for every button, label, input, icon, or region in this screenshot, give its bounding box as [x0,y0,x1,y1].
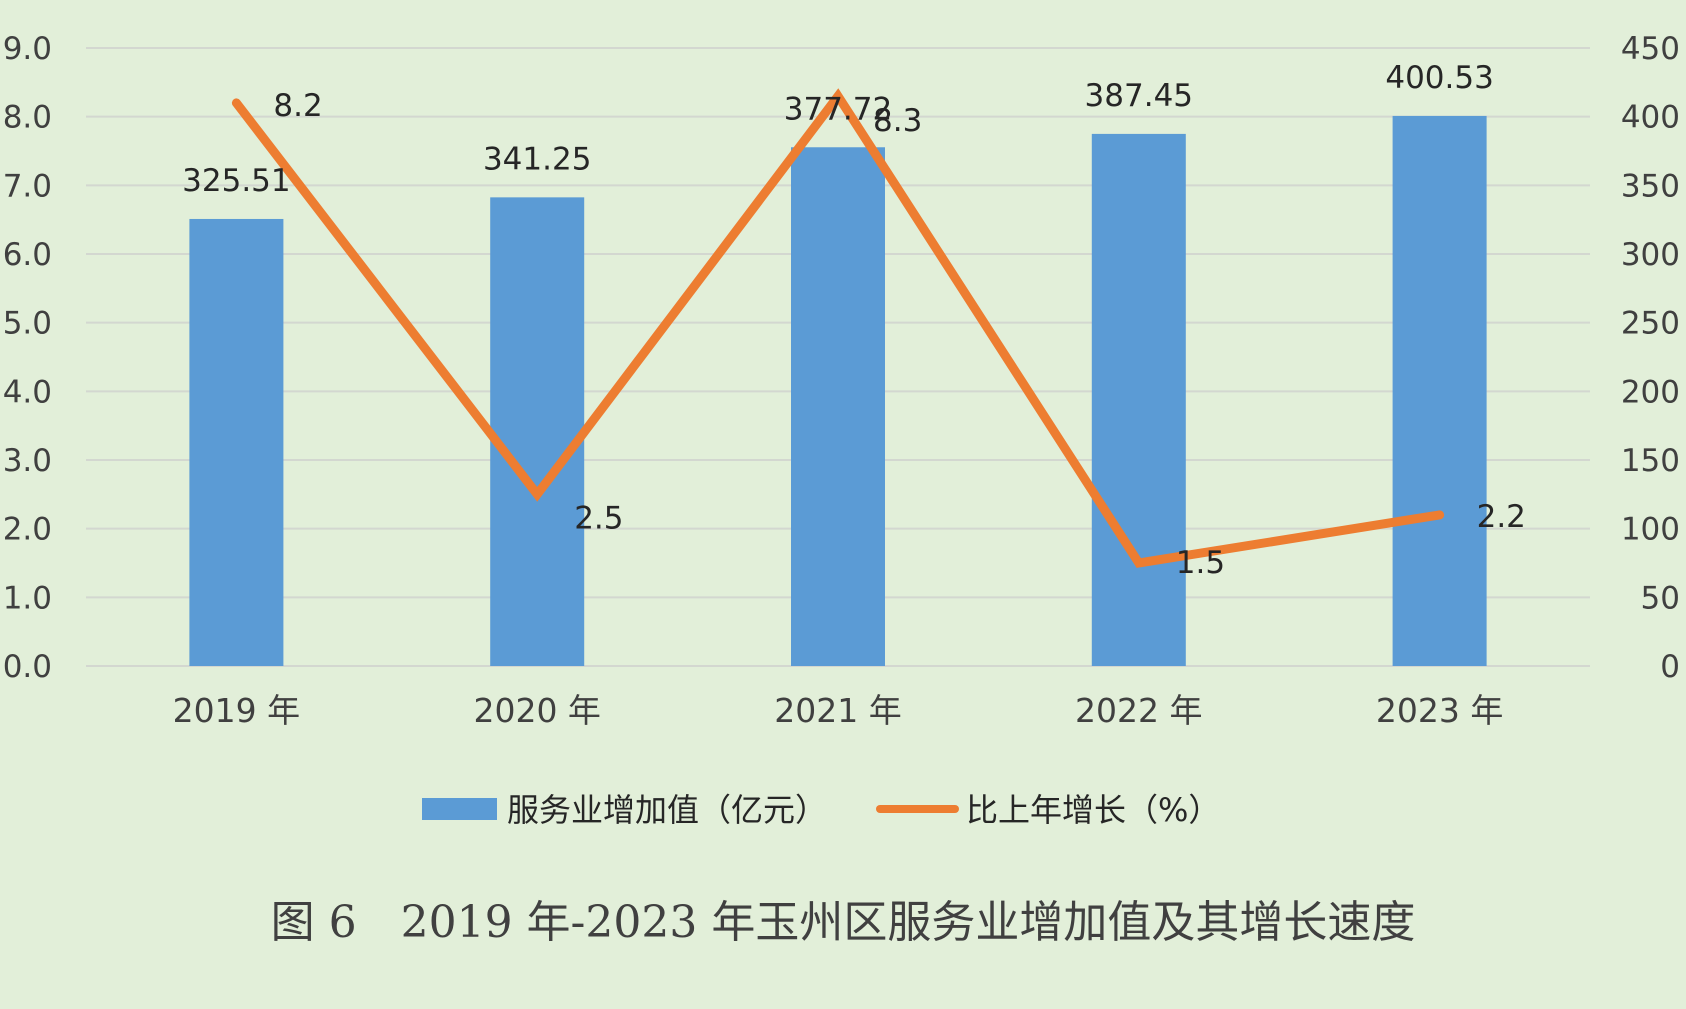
category-axis: 2019 年 2020 年 2021 年 2022 年 2023 年 [173,691,1504,730]
line-data-label: 8.2 [273,88,322,124]
bar-data-label: 387.45 [1085,78,1193,114]
right-tick-label: 450 [1621,31,1680,67]
right-tick-label: 50 [1641,580,1680,616]
left-tick-label: 7.0 [3,168,52,204]
bar-data-label: 400.53 [1385,60,1493,96]
line-data-label: 1.5 [1176,545,1225,581]
right-tick-label: 250 [1621,306,1680,342]
right-tick-label: 0 [1660,649,1680,685]
line-series [231,88,1445,568]
left-tick-label: 4.0 [3,374,52,410]
bar-data-label: 341.25 [483,141,591,177]
bar [791,147,885,666]
legend-label-line: 比上年增长（%） [966,791,1220,829]
line-data-label: 2.2 [1477,499,1526,535]
legend-swatch-bar [422,798,497,820]
right-tick-label: 350 [1621,168,1680,204]
left-tick-label: 8.0 [3,100,52,136]
category-label: 2020 年 [473,691,600,730]
line-data-label: 8.3 [873,103,922,139]
right-axis: 0 50 100 150 200 250 300 350 400 450 [1621,31,1680,685]
bar [189,218,284,667]
line-data-labels: 8.2 2.5 8.3 1.5 2.2 [273,88,1526,581]
legend: 服务业增加值（亿元） 比上年增长（%） [422,791,1220,829]
bar [1091,133,1186,667]
right-tick-label: 100 [1621,512,1680,548]
left-tick-label: 0.0 [3,649,52,685]
category-label: 2019 年 [173,691,300,730]
line-data-label: 2.5 [574,500,623,536]
right-tick-label: 400 [1621,100,1680,136]
category-label: 2023 年 [1376,691,1503,730]
bar [490,197,585,666]
left-axis: 0.0 1.0 2.0 3.0 4.0 5.0 6.0 7.0 8.0 9.0 [3,31,52,685]
category-label: 2022 年 [1075,691,1202,730]
bar-data-labels: 325.51 341.25 377.72 387.45 400.53 [182,60,1494,199]
left-tick-label: 5.0 [3,306,52,342]
right-tick-label: 200 [1621,374,1680,410]
left-tick-label: 6.0 [3,237,52,273]
bar-series [189,115,1487,667]
left-tick-label: 9.0 [3,31,52,67]
legend-label-bar: 服务业增加值（亿元） [507,791,827,829]
figure-caption: 图 6 2019 年-2023 年玉州区服务业增加值及其增长速度 [271,897,1416,948]
left-tick-label: 2.0 [3,512,52,548]
category-label: 2021 年 [774,691,901,730]
bar-data-label: 325.51 [182,163,290,199]
right-tick-label: 150 [1621,443,1680,479]
right-tick-label: 300 [1621,237,1680,273]
bar-data-label: 377.72 [784,91,892,127]
left-tick-label: 3.0 [3,443,52,479]
left-tick-label: 1.0 [3,580,52,616]
bar [1392,115,1487,667]
